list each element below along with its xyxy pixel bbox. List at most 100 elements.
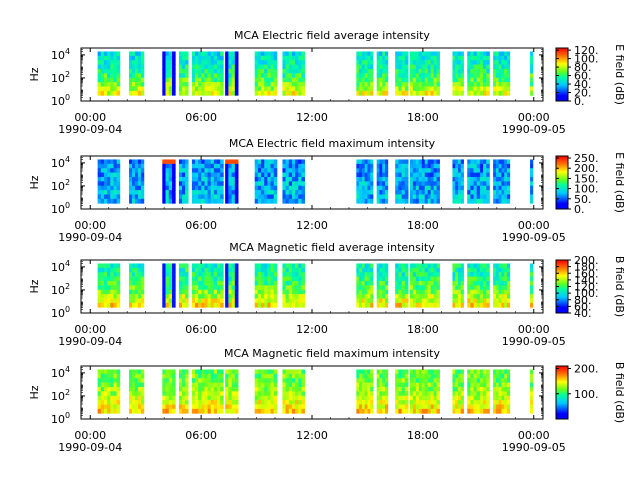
y-tick-exponent: 2 (65, 70, 70, 79)
spectrogram-cell (228, 159, 233, 165)
spectrogram-cell (231, 55, 236, 61)
spectrogram-cell (270, 280, 275, 286)
spectrogram-cell (479, 86, 484, 92)
spectrogram-cell (385, 163, 389, 169)
spectrogram-cell (298, 404, 302, 410)
spectrogram-cell (264, 373, 268, 379)
spectrogram-cell (436, 198, 440, 204)
spectrogram-cell (165, 382, 170, 388)
spectrogram-cell (359, 181, 363, 187)
spectrogram-cell (140, 276, 145, 282)
spectrogram-cell (140, 176, 145, 182)
spectrogram-cell (191, 172, 196, 178)
spectrogram-cell (404, 86, 409, 92)
spectrogram-cell (530, 181, 534, 187)
spectrogram-cell (398, 400, 403, 405)
spectrogram-cell (168, 263, 173, 269)
spectrogram-cell (273, 163, 278, 169)
spectrogram-cell (356, 391, 360, 397)
spectrogram-cell (264, 400, 268, 405)
spectrogram-cell (421, 86, 426, 92)
spectrogram-cell (424, 159, 429, 165)
spectrogram-cell (298, 382, 302, 388)
spectrogram-cell (504, 280, 508, 286)
spectrogram-cell (398, 280, 403, 286)
spectrogram-cell (367, 369, 371, 375)
spectrogram-cell (257, 176, 262, 182)
spectrogram-cell (370, 378, 374, 383)
spectrogram-cell (430, 82, 434, 87)
spectrogram-cell (97, 55, 102, 61)
spectrogram-cell (132, 280, 136, 286)
spectrogram-cell (412, 395, 417, 401)
spectrogram-cell (404, 373, 409, 379)
spectrogram-cell (210, 172, 215, 178)
spectrogram-cell (385, 60, 389, 65)
spectrogram-cell (191, 181, 196, 187)
spectrogram-cell (409, 267, 414, 273)
spectrogram-cell (254, 404, 259, 410)
spectrogram-cell (261, 172, 265, 178)
spectrogram-cell (395, 176, 399, 182)
spectrogram-cell (234, 395, 239, 401)
spectrogram-cell (107, 55, 111, 61)
spectrogram-cell (409, 302, 414, 308)
spectrogram-cell (116, 272, 121, 277)
spectrogram-cell (162, 64, 166, 70)
spectrogram-cell (129, 77, 133, 83)
spectrogram-cell (213, 391, 218, 397)
spectrogram-cell (210, 60, 215, 65)
spectrogram-cell (409, 276, 414, 282)
spectrogram-cell (234, 77, 239, 83)
spectrogram-cell (178, 73, 183, 79)
spectrogram-cell (261, 386, 265, 392)
spectrogram-cell (424, 64, 429, 70)
spectrogram-cell (506, 181, 511, 187)
spectrogram-cell (473, 68, 478, 74)
spectrogram-cell (460, 68, 464, 74)
spectrogram-cell (436, 404, 440, 410)
spectrogram-cell (204, 172, 208, 178)
spectrogram-cell (436, 176, 440, 182)
spectrogram-cell (476, 181, 481, 187)
spectrogram-cell (356, 198, 360, 204)
spectrogram-cell (361, 272, 366, 277)
spectrogram-cell (198, 194, 202, 200)
spectrogram-cell (110, 55, 114, 61)
spectrogram-cell (361, 168, 366, 173)
colorbar-tick-label: 200. (574, 254, 599, 267)
spectrogram-cell (107, 263, 111, 269)
spectrogram-cell (172, 168, 176, 173)
spectrogram-cell (433, 198, 437, 204)
spectrogram-cell (100, 382, 105, 388)
spectrogram-cell (201, 185, 205, 191)
spectrogram-cell (421, 386, 426, 392)
spectrogram-cell (404, 285, 409, 291)
spectrogram-cell (455, 395, 459, 401)
spectrogram-cell (162, 373, 166, 379)
spectrogram-cell (421, 302, 426, 308)
spectrogram-cell (401, 163, 406, 169)
spectrogram-cell (97, 382, 102, 388)
spectrogram-cell (172, 77, 176, 83)
spectrogram-cell (288, 60, 293, 65)
spectrogram-cell (455, 400, 459, 405)
spectrogram-cell (455, 276, 459, 282)
spectrogram-cell (498, 64, 502, 70)
spectrogram-cell (504, 408, 508, 414)
spectrogram-cell (231, 163, 236, 169)
spectrogram-cell (530, 386, 534, 392)
spectrogram-cell (234, 60, 239, 65)
spectrogram-cell (172, 294, 176, 299)
spectrogram-cell (501, 369, 505, 375)
spectrogram-cell (409, 373, 414, 379)
spectrogram-cell (382, 408, 386, 414)
spectrogram-cell (398, 276, 403, 282)
spectrogram-cell (418, 382, 423, 388)
spectrogram-cell (213, 82, 218, 87)
spectrogram-cell (530, 404, 534, 410)
spectrogram-cell (367, 172, 371, 178)
spectrogram-cell (162, 82, 166, 87)
spectrogram-segment (129, 51, 145, 96)
spectrogram-cell (473, 378, 478, 383)
